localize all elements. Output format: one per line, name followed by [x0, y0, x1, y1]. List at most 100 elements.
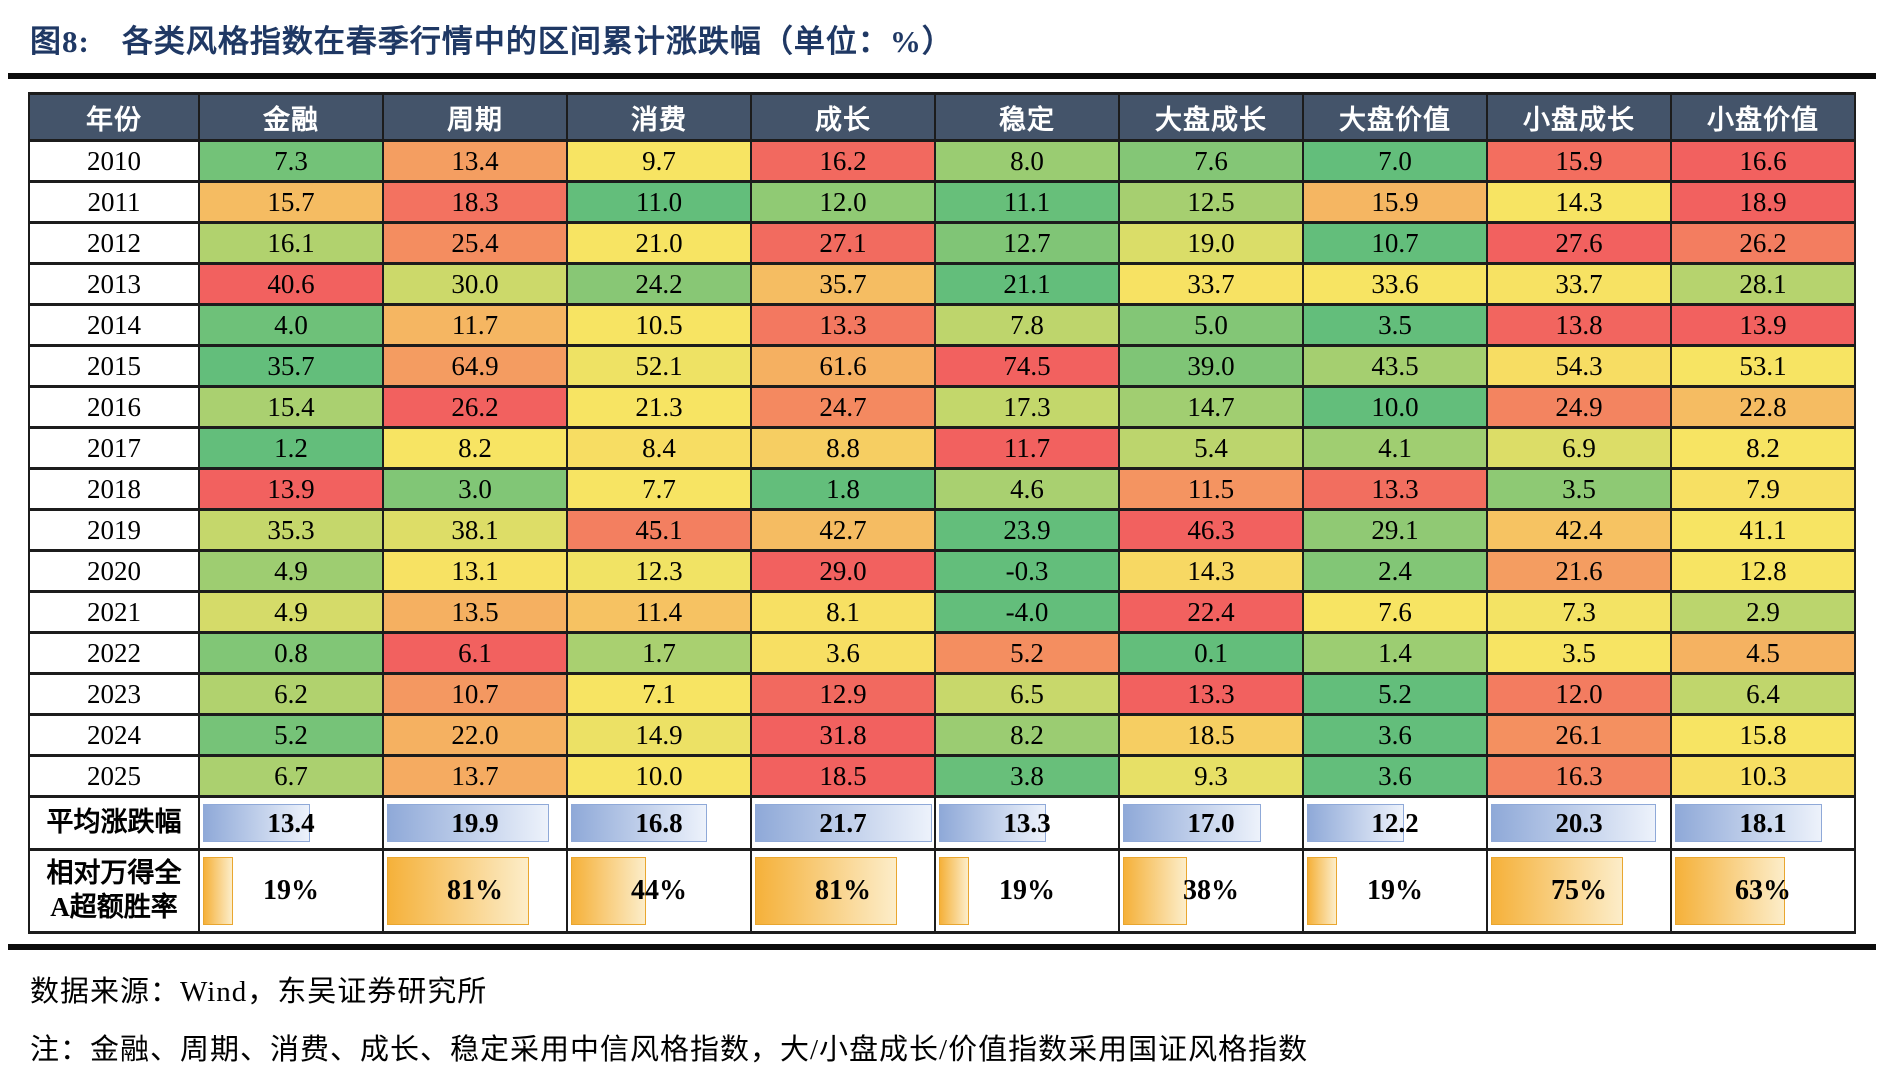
- average-cell: 12.2: [1302, 795, 1488, 851]
- year-cell: 2010: [28, 139, 200, 183]
- winrate-data-bar: [1307, 857, 1337, 925]
- value-cell: 8.2: [382, 426, 568, 470]
- value-cell: 42.7: [750, 508, 936, 552]
- value-cell: 10.7: [382, 672, 568, 716]
- value-cell: 30.0: [382, 262, 568, 306]
- table-row: 2023 6.2 10.7 7.1 12.9 6.5 13.3 5.2 12.0 6.4: [28, 672, 1856, 716]
- value-cell: 40.6: [198, 262, 384, 306]
- value-cell: 27.1: [750, 221, 936, 265]
- value-cell: 3.5: [1486, 467, 1672, 511]
- value-cell: 61.6: [750, 344, 936, 388]
- average-cell-wrap: 17.0: [1121, 800, 1301, 846]
- value-cell: 42.4: [1486, 508, 1672, 552]
- value-cell: 7.9: [1670, 467, 1856, 511]
- winrate-cell-wrap: 19%: [201, 853, 381, 929]
- average-cell-value: 12.2: [1371, 807, 1419, 838]
- value-cell: 14.3: [1486, 180, 1672, 224]
- year-cell: 2012: [28, 221, 200, 265]
- average-cell-value: 20.3: [1555, 807, 1603, 838]
- value-cell: 12.0: [1486, 672, 1672, 716]
- figure-title: 图8: 各类风格指数在春季行情中的区间累计涨跌幅（单位：%）: [30, 24, 954, 59]
- value-cell: 13.8: [1486, 303, 1672, 347]
- value-cell: 45.1: [566, 508, 752, 552]
- winrate-data-bar: [1491, 857, 1623, 925]
- average-cell: 20.3: [1486, 795, 1672, 851]
- column-header: 成长: [750, 92, 936, 142]
- value-cell: 5.4: [1118, 426, 1304, 470]
- value-cell: 7.6: [1118, 139, 1304, 183]
- value-cell: 6.7: [198, 754, 384, 798]
- winrate-cell: 38%: [1118, 848, 1304, 934]
- winrate-data-bar: [1123, 857, 1188, 925]
- average-data-bar: [387, 804, 549, 842]
- table-row: 2025 6.7 13.7 10.0 18.5 3.8 9.3 3.6 16.3 10.3: [28, 754, 1856, 798]
- table-row: 2010 7.3 13.4 9.7 16.2 8.0 7.6 7.0 15.9 16.6: [28, 139, 1856, 183]
- winrate-data-bar: [939, 857, 969, 925]
- average-cell-wrap: 18.1: [1673, 800, 1853, 846]
- value-cell: 7.3: [1486, 590, 1672, 634]
- winrate-cell-wrap: 63%: [1673, 853, 1853, 929]
- value-cell: 11.7: [934, 426, 1120, 470]
- average-cell: 13.3: [934, 795, 1120, 851]
- value-cell: 8.2: [934, 713, 1120, 757]
- value-cell: 29.1: [1302, 508, 1488, 552]
- year-cell: 2022: [28, 631, 200, 675]
- value-cell: 3.0: [382, 467, 568, 511]
- value-cell: 18.5: [750, 754, 936, 798]
- average-data-bar: [939, 804, 1046, 842]
- value-cell: 10.7: [1302, 221, 1488, 265]
- table-row: 2024 5.2 22.0 14.9 31.8 8.2 18.5 3.6 26.1 15.8: [28, 713, 1856, 757]
- value-cell: 14.7: [1118, 385, 1304, 429]
- header-row: 年份 金融 周期 消费 成长 稳定 大盘成长 大盘价值 小盘成长 小盘价值: [28, 92, 1856, 142]
- value-cell: 11.7: [382, 303, 568, 347]
- value-cell: 9.3: [1118, 754, 1304, 798]
- average-cell-wrap: 12.2: [1305, 800, 1485, 846]
- winrate-cell-value: 75%: [1551, 875, 1607, 906]
- value-cell: 25.4: [382, 221, 568, 265]
- value-cell: 18.9: [1670, 180, 1856, 224]
- year-cell: 2021: [28, 590, 200, 634]
- value-cell: 7.6: [1302, 590, 1488, 634]
- value-cell: 22.0: [382, 713, 568, 757]
- value-cell: 8.8: [750, 426, 936, 470]
- value-cell: 11.4: [566, 590, 752, 634]
- average-data-bar: [1675, 804, 1822, 842]
- value-cell: 5.2: [1302, 672, 1488, 716]
- winrate-cell-value: 19%: [263, 875, 319, 906]
- average-cell: 16.8: [566, 795, 752, 851]
- winrate-label-line: 相对万得全: [46, 858, 182, 889]
- table-row: 2015 35.7 64.9 52.1 61.6 74.5 39.0 43.5 54.3 53.1: [28, 344, 1856, 388]
- year-cell: 2019: [28, 508, 200, 552]
- average-data-bar: [1123, 804, 1261, 842]
- average-cell-wrap: 13.3: [937, 800, 1117, 846]
- value-cell: 3.6: [1302, 754, 1488, 798]
- table-row: 2012 16.1 25.4 21.0 27.1 12.7 19.0 10.7 27.6 26.2: [28, 221, 1856, 265]
- column-header: 稳定: [934, 92, 1120, 142]
- value-cell: 3.8: [934, 754, 1120, 798]
- winrate-cell-wrap: 44%: [569, 853, 749, 929]
- value-cell: 24.2: [566, 262, 752, 306]
- value-cell: 7.3: [198, 139, 384, 183]
- value-cell: 6.9: [1486, 426, 1672, 470]
- value-cell: 11.0: [566, 180, 752, 224]
- year-cell: 2014: [28, 303, 200, 347]
- value-cell: 23.9: [934, 508, 1120, 552]
- average-data-bar: [1491, 804, 1657, 842]
- value-cell: 7.0: [1302, 139, 1488, 183]
- column-header: 消费: [566, 92, 752, 142]
- value-cell: 4.6: [934, 467, 1120, 511]
- winrate-label-line: A超额胜率: [50, 892, 178, 922]
- average-cell-value: 13.3: [1003, 807, 1051, 838]
- value-cell: 15.9: [1486, 139, 1672, 183]
- table-row: 2011 15.7 18.3 11.0 12.0 11.1 12.5 15.9 14.3 18.9: [28, 180, 1856, 224]
- value-cell: 24.9: [1486, 385, 1672, 429]
- value-cell: 13.5: [382, 590, 568, 634]
- value-cell: 17.3: [934, 385, 1120, 429]
- value-cell: 0.8: [198, 631, 384, 675]
- average-cell-wrap: 20.3: [1489, 800, 1669, 846]
- year-cell: 2024: [28, 713, 200, 757]
- value-cell: 15.4: [198, 385, 384, 429]
- winrate-row: 相对万得全 A超额胜率 19% 81% 44% 81% 19% 38% 19% 75% 63%: [28, 848, 1856, 934]
- value-cell: 1.4: [1302, 631, 1488, 675]
